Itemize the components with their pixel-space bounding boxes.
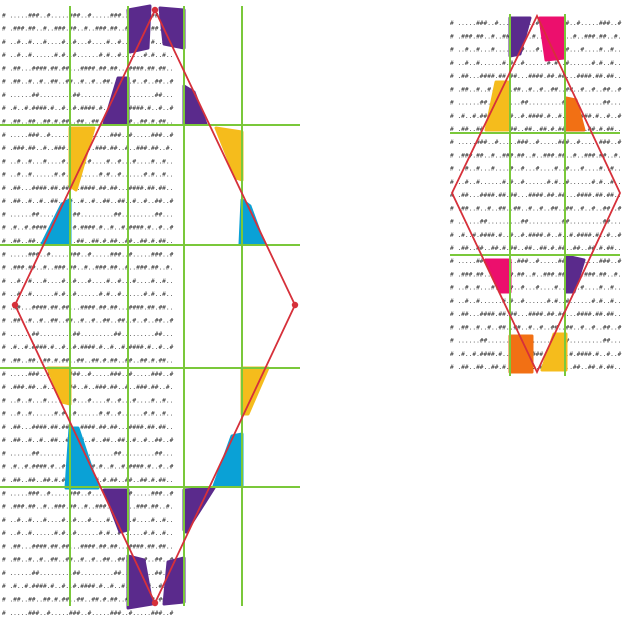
tall-grid-lines (0, 6, 300, 606)
tall-pattern-row: # .#..#.####.#..#..#.####.#..#..#.####.#… (2, 105, 174, 112)
short-pattern-row: # .##..#..#..##..##..#..#..##..##..#..#.… (450, 205, 622, 212)
tall-pattern-row: # .##..#..#..##..##..#..#..##..##..#..#.… (2, 318, 174, 325)
tall-pattern-row: # .#..#.####.#..#..#.####.#..#..#.####.#… (2, 583, 174, 590)
tall-vertex-dots (11, 6, 299, 607)
short-pattern-row: # .....###..#.....###..#.....###..#.....… (450, 258, 622, 265)
tall-rhombus-figure: # .....###..#.....###..#.....###..#.....… (0, 4, 300, 617)
purple-mark (126, 4, 152, 54)
tall-pattern-row: # .##..#..#..##..##..#..#..##..##..#..#.… (2, 557, 174, 564)
tall-pattern-row: # ......##.........##.........##........… (2, 570, 173, 577)
purple-mark (162, 556, 186, 606)
short-pattern-row: # ......##.........##.........##........… (450, 100, 621, 107)
tall-pattern-text: # .....###..#.....###..#.....###..#.....… (2, 12, 174, 617)
tall-pattern-row: # .###.##..#..###.##..#..###.##..#..###.… (2, 384, 173, 391)
vertex-dot (291, 301, 299, 309)
tall-pattern-row: # .#..#.####.#..#..#.####.#..#..#.####.#… (2, 344, 174, 351)
short-pattern-row: # .....###..#.....###..#.....###..#.....… (450, 20, 622, 27)
short-pattern-row: # .##..##..##.#.##..##..##.#.##..##..##.… (450, 126, 621, 133)
short-pattern-row: # ......##.........##.........##........… (450, 338, 621, 345)
short-pattern-row: # .##..##..##.#.##..##..##.#.##..##..##.… (450, 245, 621, 252)
short-pattern-row: # .#..#.####.#..#..#.####.#..#..#.####.#… (450, 113, 622, 120)
short-pattern-row: # ......##.........##.........##........… (450, 219, 621, 226)
tall-pattern-row: # .....###..#.....###..#.....###..#.....… (2, 12, 174, 19)
tall-pattern-row: # ......##.........##.........##........… (2, 92, 173, 99)
purple-mark (126, 554, 154, 610)
tall-pattern-row: # .##..##..##.#.##..##..##.#.##..##..##.… (2, 597, 173, 604)
short-pattern-row: # ..#..#......#.#..#......#.#..#......#.… (450, 60, 621, 67)
tall-pattern-row: # .#..#.####.#..#..#.####.#..#..#.####.#… (2, 225, 174, 232)
short-color-marks (484, 16, 586, 374)
short-pattern-row: # .#..#.####.#..#..#.####.#..#..#.####.#… (450, 351, 622, 358)
tall-pattern-row: # .##..##..##.#.##..##..##.#.##..##..##.… (2, 238, 173, 245)
short-pattern-row: # .##...####.##.##...####.##.##...####.#… (450, 73, 621, 80)
tall-pattern-row: # .....###..#.....###..#.....###..#.....… (2, 371, 174, 378)
tall-pattern-row: # .###.##..#..###.##..#..###.##..#..###.… (2, 504, 173, 511)
short-pattern-row: # .###.##..#..###.##..#..###.##..#..###.… (450, 271, 621, 278)
tall-pattern-row: # .##...####.##.##...####.##.##...####.#… (2, 65, 173, 72)
short-pattern-row: # ..#..#...#....#..#...#....#..#...#....… (450, 285, 621, 292)
tall-pattern-row: # .....###..#.....###..#.....###..#.....… (2, 610, 174, 617)
tall-pattern-row: # ..#..#......#.#..#......#.#..#......#.… (2, 530, 173, 537)
tall-pattern-row: # ..#..#......#.#..#......#.#..#......#.… (2, 411, 173, 418)
short-pattern-row: # ..#..#...#....#..#...#....#..#...#....… (450, 166, 621, 173)
tall-pattern-row: # ......##.........##.........##........… (2, 211, 173, 218)
short-pattern-row: # ..#..#......#.#..#......#.#..#......#.… (450, 298, 621, 305)
tall-pattern-row: # ..#..#...#....#..#...#....#..#...#....… (2, 517, 173, 524)
tall-pattern-row: # .##..#..#..##..##..#..#..##..##..#..#.… (2, 198, 174, 205)
blue-mark (212, 432, 244, 488)
tall-pattern-row: # .##...####.##.##...####.##.##...####.#… (2, 424, 173, 431)
tall-pattern-row: # .##...####.##.##...####.##.##...####.#… (2, 304, 173, 311)
short-pattern-text: # .....###..#.....###..#.....###..#.....… (450, 20, 622, 371)
yellow-mark (214, 126, 244, 182)
short-pattern-row: # .###.##..#..###.##..#..###.##..#..###.… (450, 152, 621, 159)
tall-pattern-row: # .##...####.##.##...####.##.##...####.#… (2, 543, 173, 550)
tall-pattern-row: # .##..##..##.#.##..##..##.#.##..##..##.… (2, 358, 173, 365)
purple-mark (182, 84, 208, 126)
tall-pattern-row: # .##...####.##.##...####.##.##...####.#… (2, 185, 173, 192)
short-pattern-row: # .##...####.##.##...####.##.##...####.#… (450, 311, 621, 318)
pink-mark (538, 16, 566, 62)
tall-pattern-row: # .###.##..#..###.##..#..###.##..#..###.… (2, 265, 173, 272)
tall-pattern-row: # ..#..#...#....#..#...#....#..#...#....… (2, 278, 173, 285)
tall-pattern-row: # .##..#..#..##..##..#..#..##..##..#..#.… (2, 437, 174, 444)
tall-pattern-row: # ......##.........##.........##........… (2, 331, 173, 338)
short-rhombus-figure: # .....###..#.....###..#.....###..#.....… (450, 13, 622, 376)
short-pattern-row: # ..#..#...#....#..#...#....#..#...#....… (450, 47, 621, 54)
tall-pattern-row: # ..#..#...#....#..#...#....#..#...#....… (2, 397, 173, 404)
short-pattern-row: # .##...####.##.##...####.##.##...####.#… (450, 192, 621, 199)
short-pattern-row: # .##..#..#..##..##..#..#..##..##..#..#.… (450, 86, 622, 93)
short-pattern-row: # ..#..#......#.#..#......#.#..#......#.… (450, 179, 621, 186)
vertex-dot (151, 6, 159, 14)
short-pattern-row: # .###.##..#..###.##..#..###.##..#..###.… (450, 33, 621, 40)
tall-pattern-row: # .....###..#.....###..#.....###..#.....… (2, 251, 174, 258)
tall-pattern-row: # .##..##..##.#.##..##..##.#.##..##..##.… (2, 119, 173, 126)
short-rhombus-outline (451, 13, 621, 375)
vertex-dot (11, 301, 19, 309)
purple-mark (102, 488, 130, 534)
tall-pattern-row: # .##..#..#..##..##..#..#..##..##..#..#.… (2, 79, 174, 86)
tall-pattern-row: # ..#..#...#....#..#...#....#..#...#....… (2, 39, 173, 46)
tall-pattern-row: # .....###..#.....###..#.....###..#.....… (2, 490, 174, 497)
short-pattern-row: # .#..#.####.#..#..#.####.#..#..#.####.#… (450, 232, 622, 239)
tall-pattern-row: # ..#..#......#.#..#......#.#..#......#.… (2, 172, 173, 179)
short-pattern-row: # .##..#..#..##..##..#..#..##..##..#..#.… (450, 324, 622, 331)
short-pattern-row: # .....###..#.....###..#.....###..#.....… (450, 139, 622, 146)
vertex-dot (151, 599, 159, 607)
tall-pattern-row: # .###.##..#..###.##..#..###.##..#..###.… (2, 26, 173, 33)
tall-pattern-row: # ..#..#...#....#..#...#....#..#...#....… (2, 158, 173, 165)
blue-mark (238, 198, 266, 246)
tall-pattern-row: # ..#..#......#.#..#......#.#..#......#.… (2, 52, 173, 59)
tall-pattern-row: # ..#..#......#.#..#......#.#..#......#.… (2, 291, 173, 298)
